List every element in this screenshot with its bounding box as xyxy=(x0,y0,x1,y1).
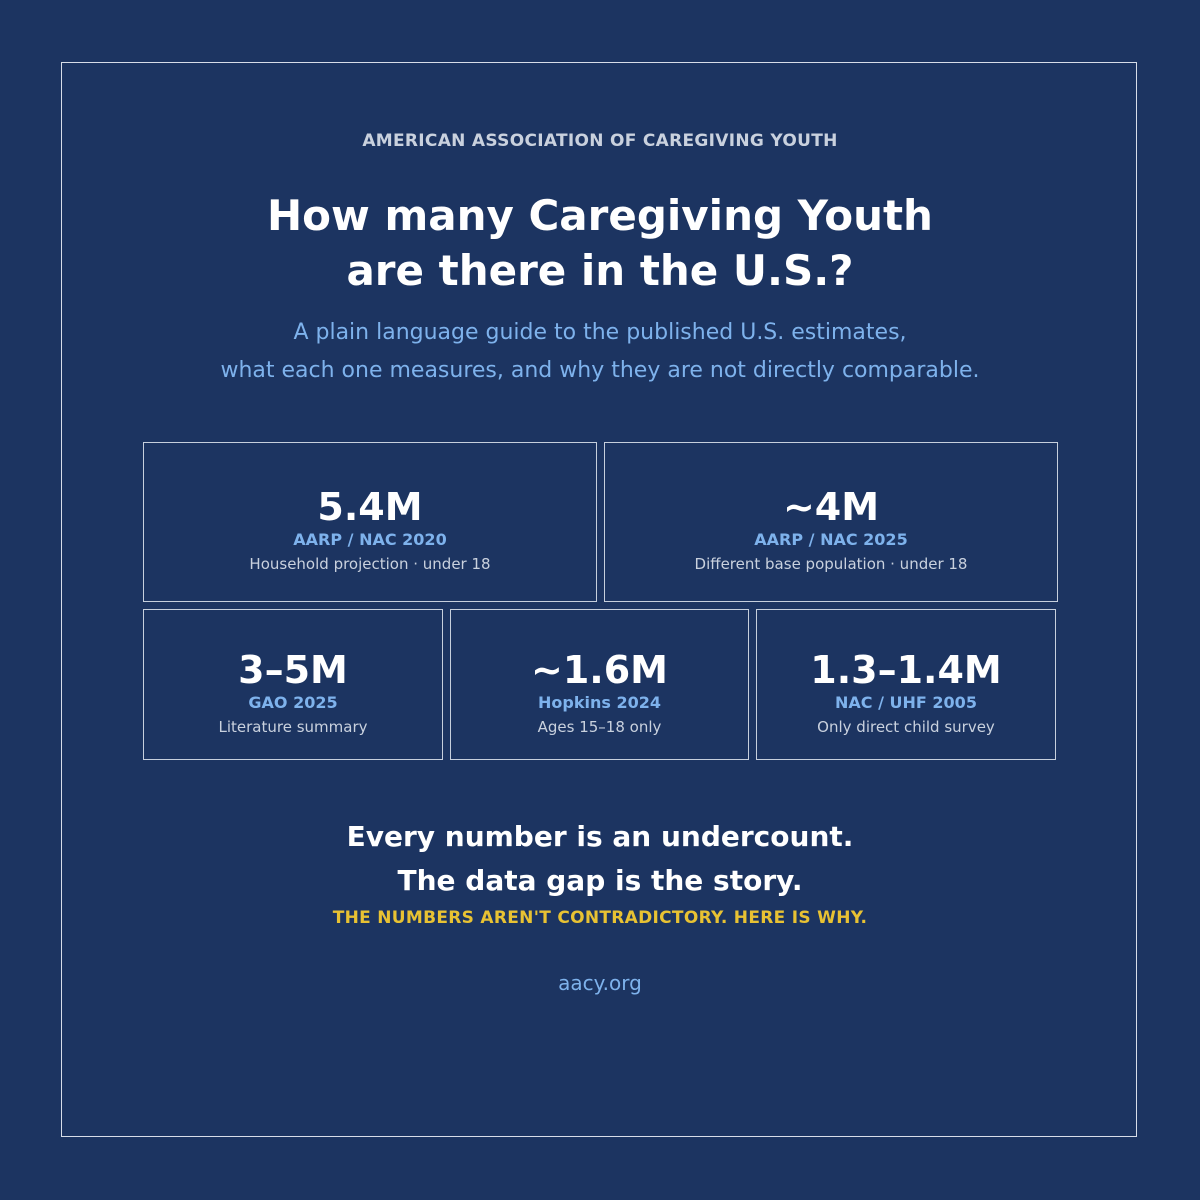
estimate-source: GAO 2025 xyxy=(248,693,338,712)
organization-name: AMERICAN ASSOCIATION OF CAREGIVING YOUTH xyxy=(362,131,838,151)
estimate-card-gao-2025: 3–5M GAO 2025 Literature summary xyxy=(143,609,443,760)
tagline: Every number is an undercount. The data … xyxy=(0,815,1200,903)
estimate-source: AARP / NAC 2020 xyxy=(293,530,447,549)
outer-frame xyxy=(61,62,1137,1137)
estimate-source: NAC / UHF 2005 xyxy=(835,693,977,712)
title-line-2: are there in the U.S.? xyxy=(346,246,854,295)
estimate-card-nac-uhf-2005: 1.3–1.4M NAC / UHF 2005 Only direct chil… xyxy=(756,609,1056,760)
estimate-note: Different base population · under 18 xyxy=(694,555,968,573)
tagline-line-1: Every number is an undercount. xyxy=(346,820,854,853)
tagline-line-2: The data gap is the story. xyxy=(397,864,803,897)
title-line-1: How many Caregiving Youth xyxy=(267,191,933,240)
estimate-note: Literature summary xyxy=(218,718,368,736)
estimate-value: ~1.6M xyxy=(531,648,668,692)
estimate-card-aarp-2020: 5.4M AARP / NAC 2020 Household projectio… xyxy=(143,442,597,602)
estimate-value: 1.3–1.4M xyxy=(810,648,1002,692)
subtitle-line-2: what each one measures, and why they are… xyxy=(220,358,980,383)
estimate-card-aarp-2025: ~4M AARP / NAC 2025 Different base popul… xyxy=(604,442,1058,602)
page-title: How many Caregiving Youth are there in t… xyxy=(0,188,1200,298)
subtitle-line-1: A plain language guide to the published … xyxy=(293,320,907,345)
estimate-note: Ages 15–18 only xyxy=(537,718,662,736)
estimate-source: AARP / NAC 2025 xyxy=(754,530,908,549)
estimate-note: Only direct child survey xyxy=(817,718,995,736)
website-url: aacy.org xyxy=(558,971,642,995)
estimate-note: Household projection · under 18 xyxy=(249,555,491,573)
subtitle: A plain language guide to the published … xyxy=(0,314,1200,390)
estimate-source: Hopkins 2024 xyxy=(538,693,661,712)
estimate-value: 3–5M xyxy=(238,648,348,692)
estimate-value: ~4M xyxy=(782,485,880,529)
estimate-card-hopkins-2024: ~1.6M Hopkins 2024 Ages 15–18 only xyxy=(450,609,749,760)
callout-text: THE NUMBERS AREN'T CONTRADICTORY. HERE I… xyxy=(332,908,868,928)
estimate-value: 5.4M xyxy=(317,485,423,529)
